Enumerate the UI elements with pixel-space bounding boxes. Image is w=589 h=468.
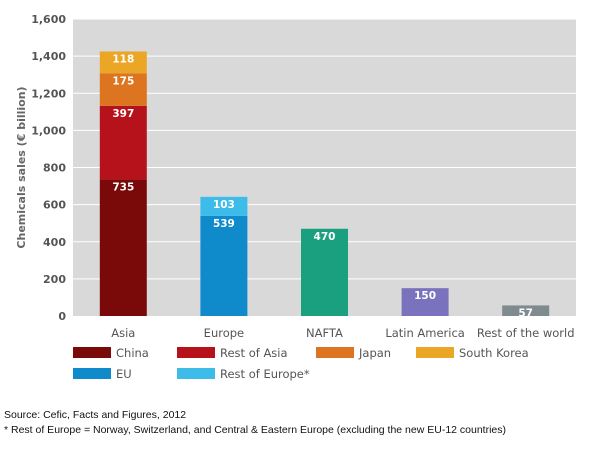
category-labels: Asia Europe NAFTA Latin America Rest of the … — [111, 326, 574, 340]
category-label: Europe — [204, 326, 244, 340]
data-label: 539 — [213, 218, 235, 230]
y-tick-label: 1,000 — [31, 124, 66, 137]
y-tick-label: 600 — [43, 199, 66, 212]
legend-swatch — [416, 347, 454, 358]
legend-swatch — [177, 347, 215, 358]
y-tick-label: 400 — [43, 236, 66, 249]
bar-segment — [200, 196, 248, 216]
y-tick-label: 0 — [58, 310, 66, 323]
bars: 735 397 175 118 539 103 470 150 57 — [99, 51, 550, 319]
category-label: Latin America — [385, 326, 465, 340]
bar-segment — [502, 305, 550, 316]
source-note: Source: Cefic, Facts and Figures, 2012 — [4, 409, 187, 421]
legend-label: Rest of Europe* — [220, 367, 310, 381]
legend-label: Japan — [358, 346, 391, 360]
data-label: 118 — [112, 53, 134, 65]
data-label: 103 — [213, 199, 235, 211]
y-tick-label: 1,400 — [31, 50, 66, 63]
bar-segment — [99, 179, 147, 316]
legend-label: Rest of Asia — [220, 346, 288, 360]
data-label: 397 — [112, 108, 134, 120]
legend-swatch — [177, 368, 215, 379]
category-label: NAFTA — [306, 326, 343, 340]
bar-segment — [99, 73, 147, 106]
category-label: Asia — [111, 326, 135, 340]
bar-segment — [99, 105, 147, 180]
data-label: 470 — [314, 231, 336, 243]
y-tick-label: 1,600 — [31, 13, 66, 26]
legend-label: China — [116, 346, 149, 360]
y-tick-label: 1,200 — [31, 87, 66, 100]
data-label: 150 — [414, 290, 436, 302]
bar-segment — [99, 51, 147, 74]
legend-label: South Korea — [459, 346, 529, 360]
data-label: 175 — [112, 75, 134, 87]
legend-swatch — [73, 368, 111, 379]
bar-segment — [401, 288, 449, 316]
y-tick-labels: 0 200 400 600 800 1,000 1,200 1,400 1,600 — [31, 13, 66, 323]
data-label: 735 — [112, 182, 134, 194]
data-label: 57 — [518, 307, 533, 319]
bar-segment — [200, 215, 248, 316]
legend: China Rest of Asia Japan South Korea EU Rest … — [73, 346, 529, 381]
legend-label: EU — [116, 367, 132, 381]
category-label: Rest of the world — [477, 326, 575, 340]
legend-swatch — [316, 347, 354, 358]
y-axis-label: Chemicals sales (€ billion) — [15, 86, 28, 248]
y-tick-label: 200 — [43, 273, 66, 286]
y-tick-label: 800 — [43, 162, 66, 175]
legend-swatch — [73, 347, 111, 358]
footnote: * Rest of Europe = Norway, Switzerland, … — [4, 424, 507, 436]
bar-segment — [301, 228, 348, 316]
